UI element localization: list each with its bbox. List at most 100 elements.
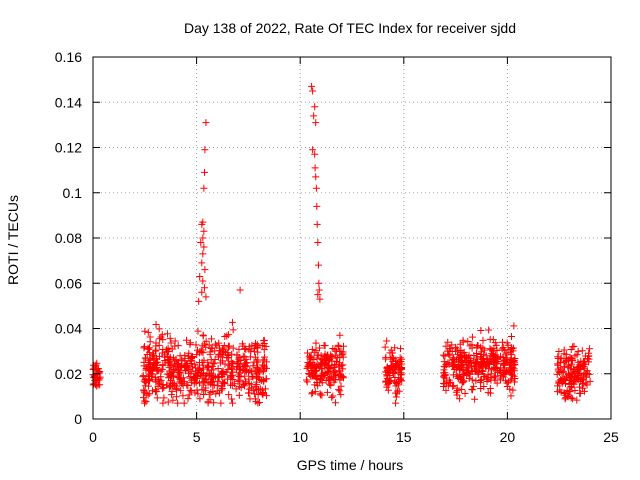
data-point (491, 372, 499, 380)
data-point (510, 378, 518, 386)
data-point (235, 391, 243, 399)
data-point (553, 388, 561, 396)
data-point (332, 347, 340, 355)
data-point (576, 390, 584, 398)
data-point (155, 325, 163, 333)
data-point (312, 339, 320, 347)
data-point (509, 344, 517, 352)
data-point (335, 386, 343, 394)
data-point (392, 382, 400, 390)
data-point (461, 390, 469, 398)
data-point (336, 331, 344, 339)
data-point (254, 399, 262, 407)
data-point (457, 374, 465, 382)
data-point (321, 356, 329, 364)
data-point (236, 286, 244, 294)
data-point (510, 322, 518, 330)
data-point (571, 368, 579, 376)
data-point (332, 399, 340, 407)
data-point (237, 384, 245, 392)
data-point (210, 381, 218, 389)
data-point (453, 356, 461, 364)
data-point (161, 353, 169, 361)
data-point (565, 369, 573, 377)
data-point (479, 336, 487, 344)
data-point (456, 373, 464, 381)
data-point (571, 377, 579, 385)
y-tick-label: 0.04 (55, 321, 82, 337)
data-point (221, 332, 229, 340)
data-point (235, 373, 243, 381)
data-point (381, 343, 389, 351)
data-point (574, 371, 582, 379)
data-point (225, 391, 233, 399)
data-point (91, 376, 99, 384)
data-point (568, 356, 576, 364)
data-point (317, 376, 325, 384)
data-point (202, 119, 210, 127)
data-point (392, 393, 400, 401)
data-point (207, 335, 215, 343)
data-point (311, 150, 319, 158)
data-point (247, 384, 255, 392)
data-point (255, 373, 263, 381)
data-point (468, 376, 476, 384)
data-point (251, 348, 259, 356)
data-point (470, 382, 478, 390)
data-point (180, 399, 188, 407)
data-point (185, 369, 193, 377)
data-point (178, 363, 186, 371)
data-point (481, 346, 489, 354)
data-point (575, 366, 583, 374)
data-point (327, 381, 335, 389)
data-point (487, 346, 495, 354)
data-point (456, 395, 464, 403)
chart-title: Day 138 of 2022, Rate Of TEC Index for r… (184, 20, 516, 36)
data-point (194, 368, 202, 376)
data-point (233, 351, 241, 359)
data-point (313, 378, 321, 386)
data-point (490, 364, 498, 372)
data-point (163, 381, 171, 389)
data-point (152, 378, 160, 386)
data-point (229, 368, 237, 376)
data-point (509, 357, 517, 365)
data-point (327, 351, 335, 359)
data-point (251, 395, 259, 403)
data-point (150, 360, 158, 368)
data-point (175, 374, 183, 382)
y-tick-label: 0.08 (55, 230, 82, 246)
data-point (464, 337, 472, 345)
data-point (444, 382, 452, 390)
data-point (309, 146, 317, 154)
data-point (448, 359, 456, 367)
data-point (158, 385, 166, 393)
data-point (220, 378, 228, 386)
data-point (199, 250, 207, 258)
data-point (199, 361, 207, 369)
data-point (323, 388, 331, 396)
data-point (171, 337, 179, 345)
data-point (317, 391, 325, 399)
data-point (560, 363, 568, 371)
data-point (200, 356, 208, 364)
data-point (578, 347, 586, 355)
data-point (194, 327, 202, 335)
data-point (260, 363, 268, 371)
data-point (227, 357, 235, 365)
data-point (201, 387, 209, 395)
data-point (160, 394, 168, 402)
data-point (390, 355, 398, 363)
data-point (577, 375, 585, 383)
data-point (384, 363, 392, 371)
data-point (194, 390, 202, 398)
data-point (562, 354, 570, 362)
data-point (176, 378, 184, 386)
data-point (387, 376, 395, 384)
data-point (260, 346, 268, 354)
data-point (336, 359, 344, 367)
data-point (316, 344, 324, 352)
data-point (260, 336, 268, 344)
data-point (142, 390, 150, 398)
y-tick-label: 0.02 (55, 366, 82, 382)
